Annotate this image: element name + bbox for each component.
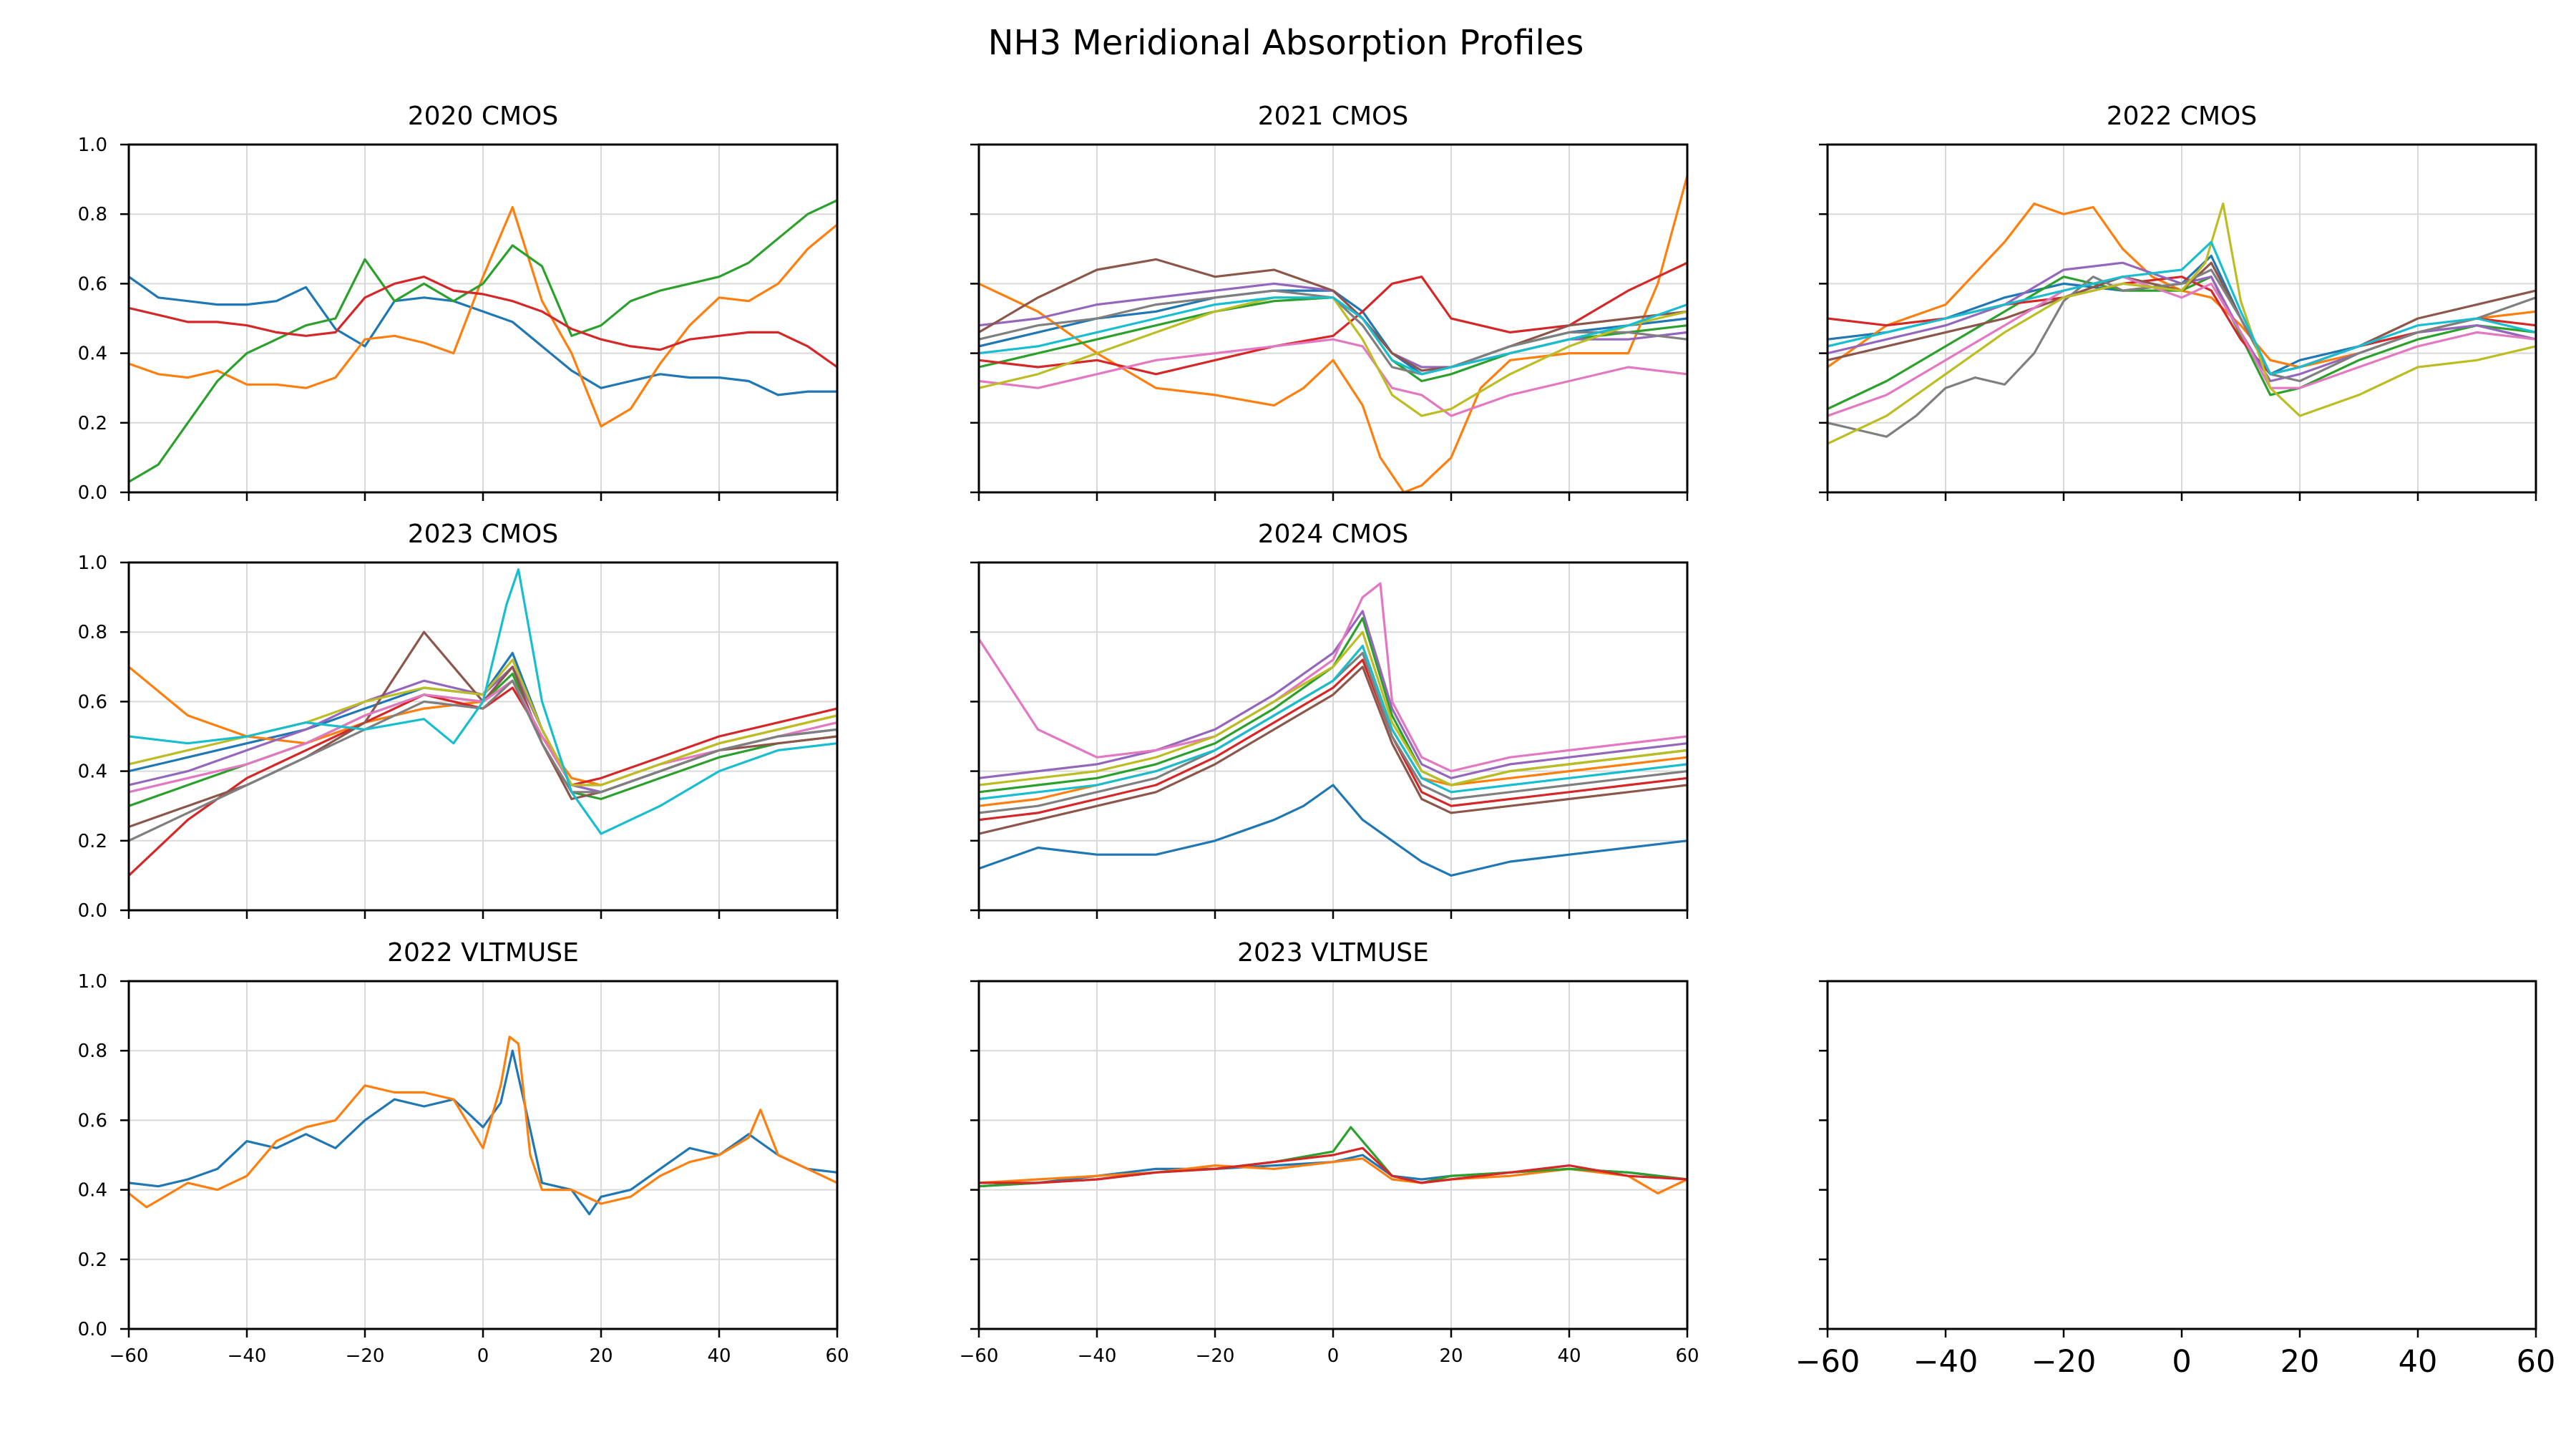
series-line-7 <box>979 289 1687 376</box>
x-tick-label: 60 <box>825 1345 849 1367</box>
series-group <box>979 582 1687 877</box>
series-line-2 <box>129 199 837 483</box>
x-tick-label: 20 <box>2280 1344 2320 1380</box>
series-line-0 <box>129 276 837 396</box>
series-group <box>129 1036 837 1216</box>
panel-title: 2022 VLTMUSE <box>387 938 579 968</box>
y-tick-label: 0.8 <box>78 1041 107 1062</box>
x-tick-label: −60 <box>960 1345 999 1367</box>
x-tick-label: 60 <box>1675 1345 1699 1367</box>
series-line-3 <box>979 658 1687 822</box>
y-tick-label: 0.0 <box>78 1319 107 1340</box>
panel-title: 2022 CMOS <box>2107 102 2257 131</box>
x-tick-label: −20 <box>2031 1344 2097 1380</box>
panel-title: 2023 VLTMUSE <box>1237 938 1429 968</box>
panel-2: 2022 CMOS <box>1819 102 2537 501</box>
x-tick-label: −60 <box>109 1345 149 1367</box>
series-line-0 <box>979 784 1687 877</box>
panel-title: 2020 CMOS <box>408 102 558 131</box>
panel-title: 2023 CMOS <box>408 520 558 549</box>
series-line-7 <box>979 651 1687 814</box>
y-tick-label: 0.4 <box>78 1180 107 1202</box>
panel-3: 0.0 0.2 0.4 0.6 0.8 1.0 2023 CMOS <box>78 520 839 922</box>
series-line-1 <box>129 205 837 428</box>
y-tick-label: 0.0 <box>78 900 107 922</box>
y-tick-label: 0.2 <box>78 831 107 852</box>
series-line-8 <box>979 630 1687 786</box>
x-tick-label: 40 <box>707 1345 731 1367</box>
series-line-8 <box>1828 203 2536 445</box>
series-line-9 <box>979 296 1687 376</box>
x-tick-label: 60 <box>2517 1344 2556 1380</box>
series-group <box>129 199 837 483</box>
panel-0: 0.0 0.2 0.4 0.6 0.8 1.0 2020 CMOS <box>78 102 839 504</box>
x-tick-label: −40 <box>228 1345 267 1367</box>
series-line-4 <box>979 610 1687 779</box>
series-line-8 <box>979 296 1687 417</box>
series-line-3 <box>979 261 1687 376</box>
y-tick-label: 1.0 <box>78 552 107 574</box>
y-tick-label: 0.6 <box>78 1110 107 1131</box>
panel-5: −60 −40 −20 0 20 40 60 0.0 0.2 0.4 0.6 0.8 1.0 2022 V… <box>78 938 849 1367</box>
series-line-1 <box>979 1157 1687 1195</box>
series-line-3 <box>129 276 837 369</box>
x-tick-label: 0 <box>2172 1344 2191 1380</box>
y-tick-label: 0.8 <box>78 622 107 643</box>
series-group <box>129 568 837 877</box>
series-line-0 <box>129 1049 837 1216</box>
y-tick-label: 1.0 <box>78 971 107 993</box>
y-tick-label: 0.4 <box>78 344 107 365</box>
series-line-3 <box>979 1146 1687 1184</box>
x-tick-label: −60 <box>1795 1344 1860 1380</box>
series-group <box>979 175 1687 492</box>
x-tick-label: 40 <box>1557 1345 1581 1367</box>
y-tick-label: 0.6 <box>78 691 107 713</box>
y-tick-label: 0.0 <box>78 482 107 504</box>
panel-6: −60 −40 −20 0 20 40 60 2023 VLTMUSE <box>960 938 1699 1367</box>
axes-frame <box>1826 980 2537 1330</box>
series-line-6 <box>1828 276 2536 417</box>
x-tick-label: −20 <box>1196 1345 1235 1367</box>
x-tick-label: −40 <box>1913 1344 1979 1380</box>
panel-4: 2024 CMOS <box>970 520 1689 919</box>
series-line-9 <box>129 568 837 835</box>
y-tick-label: 0.2 <box>78 1250 107 1271</box>
panel-title: 2021 CMOS <box>1258 102 1408 131</box>
x-tick-label: −40 <box>1078 1345 1117 1367</box>
panel-7: −60 −40 −20 0 20 40 60 <box>1795 980 2556 1380</box>
x-tick-label: 40 <box>2399 1344 2438 1380</box>
series-line-5 <box>1828 261 2536 376</box>
series-group <box>1828 203 2536 445</box>
series-group <box>979 1126 1687 1195</box>
series-line-7 <box>129 679 837 842</box>
y-tick-label: 0.6 <box>78 273 107 295</box>
x-tick-label: 0 <box>1327 1345 1340 1367</box>
x-tick-label: 20 <box>1439 1345 1463 1367</box>
series-line-3 <box>129 686 837 877</box>
x-tick-label: −20 <box>346 1345 385 1367</box>
series-line-7 <box>1828 268 2536 438</box>
y-tick-label: 0.8 <box>78 204 107 225</box>
figure-title: NH3 Meridional Absorption Profiles <box>988 23 1584 63</box>
x-tick-label: 20 <box>589 1345 613 1367</box>
series-line-1 <box>129 1036 837 1209</box>
x-tick-label: 0 <box>477 1345 489 1367</box>
y-tick-label: 0.2 <box>78 413 107 434</box>
panel-title: 2024 CMOS <box>1258 520 1408 549</box>
series-line-6 <box>979 582 1687 773</box>
series-line-1 <box>979 175 1687 492</box>
y-tick-label: 0.4 <box>78 761 107 783</box>
panel-1: 2021 CMOS <box>970 102 1689 501</box>
series-line-9 <box>979 644 1687 801</box>
series-line-5 <box>979 666 1687 835</box>
series-line-9 <box>1828 240 2536 376</box>
y-tick-label: 1.0 <box>78 135 107 156</box>
series-line-6 <box>979 338 1687 417</box>
